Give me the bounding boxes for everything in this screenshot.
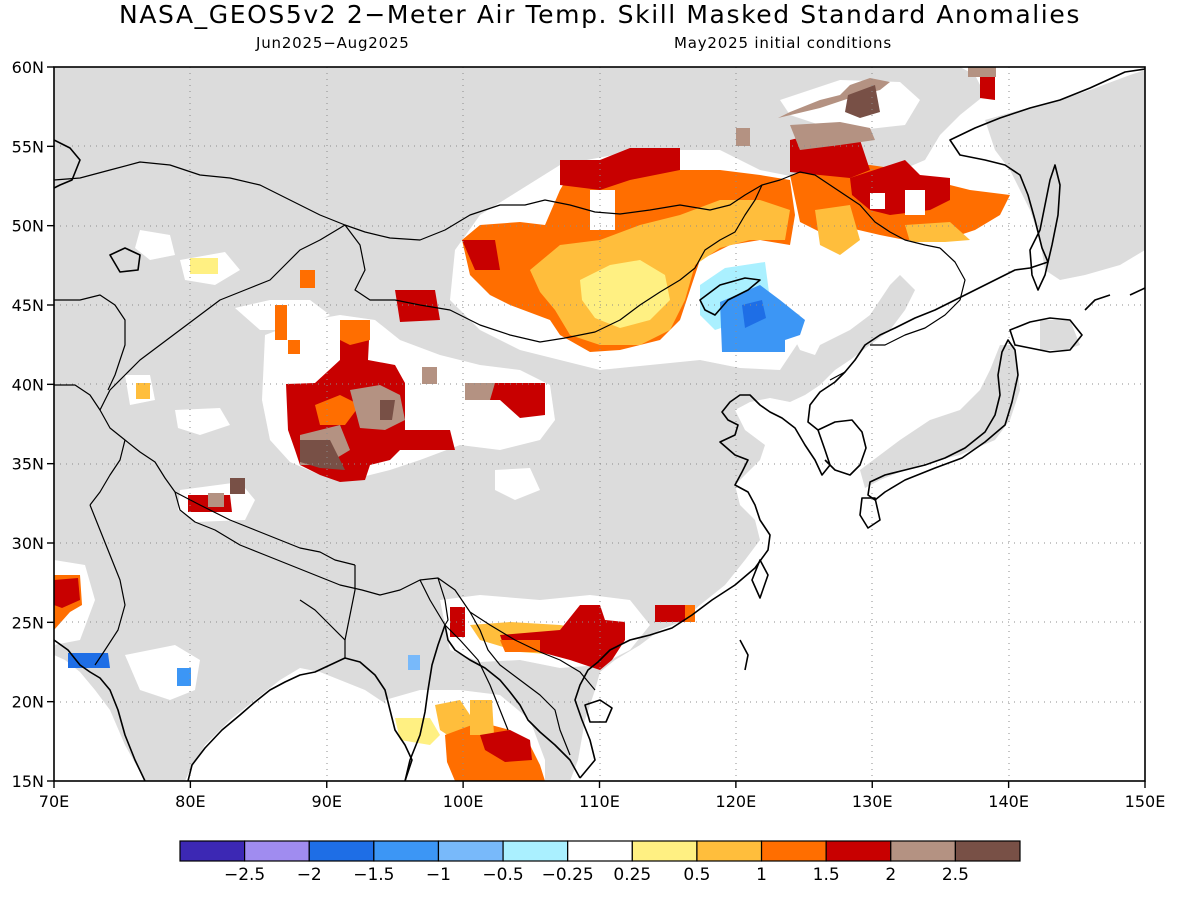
anomaly-manchuria xyxy=(736,67,1010,255)
land-mask-japan xyxy=(860,320,1080,488)
x-tick-label: 110E xyxy=(579,792,620,811)
colorbar-swatch xyxy=(437,840,504,862)
y-tick-label: 60N xyxy=(12,58,44,77)
colorbar-label: 2 xyxy=(885,865,896,885)
colorbar-label: −1.5 xyxy=(353,865,394,885)
x-tick-label: 80E xyxy=(175,792,205,811)
colorbar-swatch xyxy=(502,840,569,862)
colorbar-label: −2 xyxy=(297,865,322,885)
y-tick-label: 35N xyxy=(12,455,44,474)
y-tick-label: 55N xyxy=(12,137,44,156)
x-tick-label: 90E xyxy=(312,792,342,811)
x-tick-label: 120E xyxy=(716,792,757,811)
colorbar-label: 1.5 xyxy=(813,865,840,885)
colorbar-label: 2.5 xyxy=(942,865,969,885)
map-title: NASA_GEOS5v2 2−Meter Air Temp. Skill Mas… xyxy=(119,0,1081,29)
colorbar-label: −0.5 xyxy=(482,865,523,885)
y-tick-label: 30N xyxy=(12,534,44,553)
x-tick-label: 100E xyxy=(443,792,484,811)
coastlines xyxy=(54,68,1145,781)
x-tick-label: 150E xyxy=(1125,792,1166,811)
colorbar-swatch xyxy=(954,840,1021,862)
y-tick-label: 40N xyxy=(12,375,44,394)
colorbar-swatch xyxy=(244,840,310,862)
initial-conditions: May2025 initial conditions xyxy=(674,34,892,52)
y-axis-ticks: 15N 20N 25N 30N 35N 40N 45N 50N 55N 60N xyxy=(12,58,54,791)
x-tick-label: 140E xyxy=(988,792,1029,811)
colorbar-label: −2.5 xyxy=(224,865,265,885)
colorbar-swatch xyxy=(179,840,246,862)
colorbar-label: −1 xyxy=(426,865,451,885)
gridlines xyxy=(54,67,1145,781)
anomaly-mongolia xyxy=(136,148,795,399)
y-tick-label: 20N xyxy=(12,693,44,712)
colorbar-label: −0.25 xyxy=(542,865,594,885)
colorbar-swatch xyxy=(825,840,892,862)
colorbar-swatch xyxy=(373,840,440,862)
colorbar-swatch xyxy=(696,840,763,862)
anomaly-south-china xyxy=(54,575,695,781)
colorbar-label: 0.5 xyxy=(683,865,710,885)
anomaly-tibet xyxy=(188,320,545,512)
colorbar-swatch xyxy=(760,840,827,862)
y-tick-label: 25N xyxy=(12,613,44,632)
colorbar-swatch xyxy=(631,840,698,862)
colorbar-swatch xyxy=(308,840,375,862)
forecast-period: Jun2025−Aug2025 xyxy=(256,34,410,52)
colorbar-swatch xyxy=(890,840,956,862)
colorbar-label: 0.25 xyxy=(613,865,651,885)
land-mask-northeast xyxy=(985,70,1145,280)
colorbar: −2.5 −2 −1.5 −1 −0.5 −0.25 0.25 0.5 1 1.5 2 2.5 xyxy=(179,840,1021,885)
y-tick-label: 45N xyxy=(12,296,44,315)
x-tick-label: 70E xyxy=(39,792,69,811)
x-axis-ticks: 70E 80E 90E 100E 110E 120E 130E 140E 150E xyxy=(39,781,1166,811)
colorbar-swatch xyxy=(567,840,633,862)
x-tick-label: 130E xyxy=(852,792,893,811)
colorbar-label: 1 xyxy=(756,865,767,885)
y-tick-label: 50N xyxy=(12,217,44,236)
y-tick-label: 15N xyxy=(12,772,44,791)
country-borders xyxy=(54,161,966,756)
